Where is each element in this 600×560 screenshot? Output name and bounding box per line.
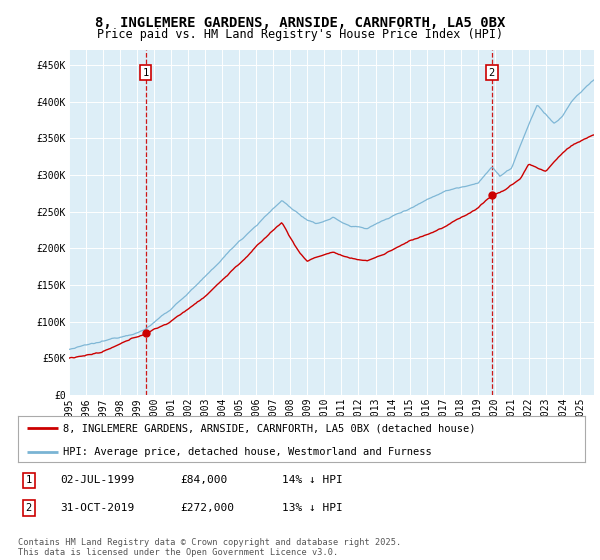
Point: [141, 329, 151, 338]
Text: £84,000: £84,000: [180, 475, 227, 486]
Text: 2: 2: [489, 68, 495, 78]
Text: 31-OCT-2019: 31-OCT-2019: [60, 503, 134, 513]
Text: Contains HM Land Registry data © Crown copyright and database right 2025.
This d: Contains HM Land Registry data © Crown c…: [18, 538, 401, 557]
Text: £272,000: £272,000: [180, 503, 234, 513]
Text: 8, INGLEMERE GARDENS, ARNSIDE, CARNFORTH, LA5 0BX: 8, INGLEMERE GARDENS, ARNSIDE, CARNFORTH…: [95, 16, 505, 30]
Text: HPI: Average price, detached house, Westmorland and Furness: HPI: Average price, detached house, West…: [64, 447, 432, 457]
Text: 2: 2: [26, 503, 32, 513]
Text: 13% ↓ HPI: 13% ↓ HPI: [282, 503, 343, 513]
Text: 14% ↓ HPI: 14% ↓ HPI: [282, 475, 343, 486]
Text: 02-JUL-1999: 02-JUL-1999: [60, 475, 134, 486]
Point: [487, 191, 497, 200]
Text: 1: 1: [143, 68, 149, 78]
Text: Price paid vs. HM Land Registry's House Price Index (HPI): Price paid vs. HM Land Registry's House …: [97, 28, 503, 41]
Text: 1: 1: [26, 475, 32, 486]
Text: 8, INGLEMERE GARDENS, ARNSIDE, CARNFORTH, LA5 0BX (detached house): 8, INGLEMERE GARDENS, ARNSIDE, CARNFORTH…: [64, 423, 476, 433]
